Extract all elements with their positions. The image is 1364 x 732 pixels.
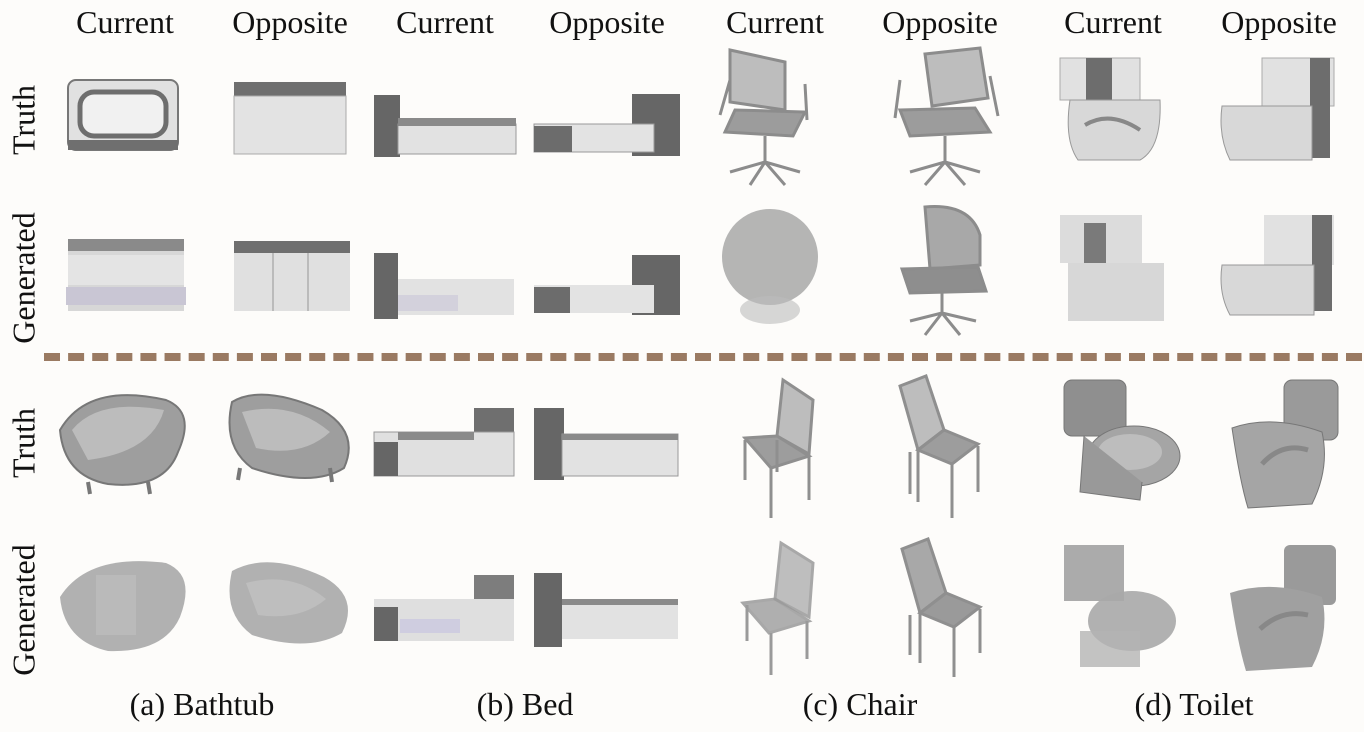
img-chair-generated-current-top [715, 195, 865, 345]
img-bathtub-truth-opposite-top [212, 40, 362, 190]
column-header-4: Opposite [549, 4, 665, 40]
img-bed-truth-current-bottom [370, 372, 520, 522]
column-header-3: Current [396, 4, 494, 40]
img-toilet-generated-current-top [1050, 195, 1200, 345]
row-label-generated-bottom: Generated [5, 544, 42, 676]
img-chair-truth-current-bottom [715, 372, 865, 522]
column-header-5: Current [726, 4, 824, 40]
img-bathtub-generated-current-top [48, 195, 198, 345]
img-toilet-generated-current-bottom [1050, 535, 1200, 685]
column-header-7: Current [1064, 4, 1162, 40]
row-label-truth-top: Truth [5, 85, 42, 155]
row-label-generated-top: Generated [5, 211, 42, 344]
img-bathtub-truth-current-bottom [48, 372, 198, 522]
caption-chair: (c) Chair [802, 686, 918, 722]
img-bathtub-truth-current-top [48, 40, 198, 190]
column-header-8: Opposite [1221, 4, 1337, 40]
img-bathtub-truth-opposite-bottom [212, 372, 362, 522]
img-bed-generated-opposite-bottom [532, 535, 682, 685]
caption-toilet: (d) Toilet [1134, 686, 1254, 722]
img-chair-generated-opposite-bottom [880, 535, 1030, 685]
column-header-6: Opposite [882, 4, 998, 40]
caption-bathtub: (a) Bathtub [129, 686, 275, 722]
img-chair-truth-opposite-top [880, 40, 1030, 190]
column-header-2: Opposite [232, 4, 348, 40]
img-toilet-truth-current-bottom [1050, 372, 1200, 522]
section-divider [44, 353, 1362, 361]
img-chair-truth-current-top [715, 40, 865, 190]
img-bed-truth-opposite-top [532, 40, 682, 190]
img-bed-generated-opposite-top [532, 195, 682, 345]
img-toilet-truth-opposite-bottom [1212, 372, 1362, 522]
img-bathtub-generated-opposite-top [212, 195, 362, 345]
img-chair-truth-opposite-bottom [880, 372, 1030, 522]
img-chair-generated-current-bottom [715, 535, 865, 685]
img-bed-generated-current-bottom [370, 535, 520, 685]
img-bed-truth-current-top [370, 40, 520, 190]
caption-bed: (b) Bed [476, 686, 574, 722]
row-label-truth-bottom: Truth [5, 407, 42, 478]
img-toilet-generated-opposite-top [1212, 195, 1362, 345]
img-toilet-generated-opposite-bottom [1212, 535, 1362, 685]
img-bed-truth-opposite-bottom [532, 372, 682, 522]
img-toilet-truth-current-top [1050, 40, 1200, 190]
img-chair-generated-opposite-top [880, 195, 1030, 345]
img-bathtub-generated-current-bottom [48, 535, 198, 685]
img-toilet-truth-opposite-top [1212, 40, 1362, 190]
img-bed-generated-current-top [370, 195, 520, 345]
column-header-1: Current [76, 4, 174, 40]
img-bathtub-generated-opposite-bottom [212, 535, 362, 685]
